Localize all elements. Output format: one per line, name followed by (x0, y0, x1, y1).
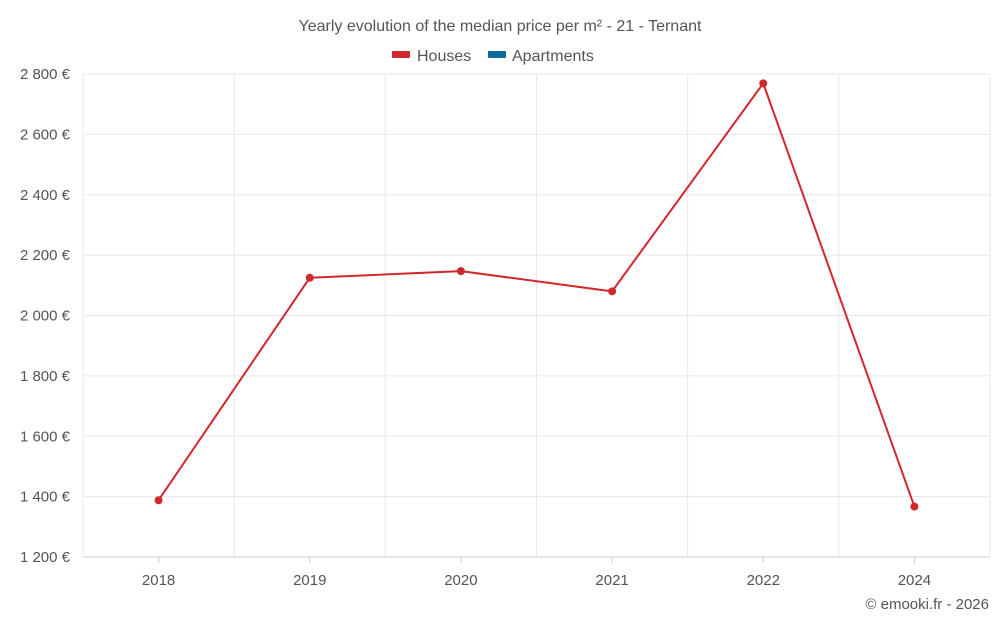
y-tick-label: 1 400 € (20, 489, 71, 506)
credit-text: © emooki.fr - 2026 (865, 596, 989, 613)
x-tick-label: 2021 (595, 572, 628, 589)
y-tick-label: 1 800 € (20, 368, 71, 385)
data-point-houses-2020[interactable] (456, 267, 465, 276)
legend-label-houses: Houses (417, 48, 471, 65)
x-tick-label: 2022 (747, 572, 780, 589)
y-tick-label: 2 600 € (20, 126, 71, 143)
x-tick-label: 2018 (142, 572, 175, 589)
legend-swatch-apartments (488, 51, 506, 58)
grid (82, 73, 991, 557)
legend-swatch-houses (392, 51, 410, 58)
legend-label-apartments: Apartments (512, 48, 594, 65)
y-tick-label: 1 600 € (20, 428, 71, 445)
x-tick-label: 2020 (444, 572, 477, 589)
y-axis: 1 200 € 1 400 € 1 600 € 1 800 € 2 000 € 2 200… (20, 66, 71, 566)
y-tick-label: 1 200 € (20, 549, 71, 566)
y-tick-label: 2 400 € (20, 187, 71, 204)
legend-item-houses[interactable]: Houses (392, 48, 471, 65)
chart-title: Yearly evolution of the median price per… (299, 18, 702, 35)
y-tick-label: 2 000 € (20, 308, 71, 325)
x-axis: 2018 2019 2020 2021 2022 2024 (83, 556, 990, 589)
data-point-houses-2021[interactable] (608, 287, 617, 296)
x-tick-label: 2024 (898, 572, 931, 589)
legend-item-apartments[interactable]: Apartments (488, 48, 594, 65)
x-tick-label: 2019 (293, 572, 326, 589)
series-houses (154, 79, 919, 511)
data-point-houses-2018[interactable] (154, 496, 163, 505)
data-point-houses-2024[interactable] (910, 502, 919, 511)
data-point-houses-2019[interactable] (305, 273, 314, 282)
legend: Houses Apartments (392, 48, 594, 65)
data-point-houses-2022[interactable] (759, 79, 768, 88)
y-tick-label: 2 200 € (20, 247, 71, 264)
y-tick-label: 2 800 € (20, 66, 71, 83)
series-line-houses (157, 82, 916, 507)
